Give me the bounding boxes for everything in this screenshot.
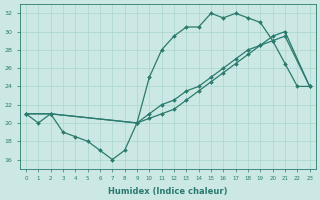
X-axis label: Humidex (Indice chaleur): Humidex (Indice chaleur) xyxy=(108,187,228,196)
